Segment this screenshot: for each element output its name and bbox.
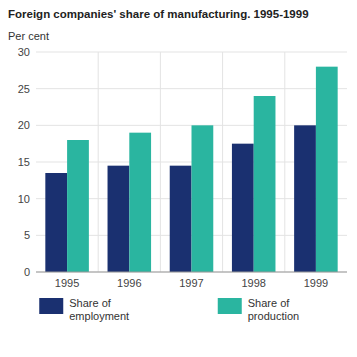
y-axis-label: Per cent — [8, 30, 49, 42]
grid-line — [36, 52, 347, 53]
y-tick-label: 5 — [24, 229, 30, 241]
x-tick-label: 1995 — [55, 277, 79, 289]
y-tick-label: 20 — [18, 119, 30, 131]
legend-swatch — [218, 298, 242, 314]
y-tick-label: 30 — [18, 46, 30, 58]
bar — [254, 96, 276, 272]
bar — [316, 67, 338, 272]
title: Foreign companies' share of manufacturin… — [8, 8, 309, 20]
legend-swatch — [39, 298, 63, 314]
y-tick-label: 10 — [18, 193, 30, 205]
legend-label: Share ofproduction — [248, 297, 299, 322]
y-tick-label: 0 — [24, 266, 30, 278]
bar — [170, 166, 192, 272]
bar — [192, 125, 214, 272]
x-tick-label: 1999 — [304, 277, 328, 289]
bar — [294, 125, 316, 272]
y-tick-label: 15 — [18, 156, 30, 168]
x-axis-line — [36, 272, 347, 273]
legend-label: Share ofemployment — [69, 297, 129, 322]
bars — [45, 67, 337, 272]
chart: Foreign companies' share of manufacturin… — [0, 0, 357, 357]
bar — [45, 173, 67, 272]
bar — [129, 133, 151, 272]
bar — [108, 166, 130, 272]
x-tick-label: 1996 — [117, 277, 141, 289]
y-tick-label: 25 — [18, 83, 30, 95]
x-tick-label: 1997 — [179, 277, 203, 289]
grid-line — [36, 88, 347, 89]
x-tick-label: 1998 — [241, 277, 265, 289]
grid-line — [36, 272, 347, 273]
bar — [67, 140, 89, 272]
bar — [232, 144, 254, 272]
